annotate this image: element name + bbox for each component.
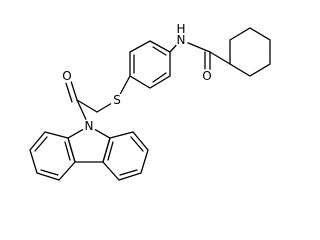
bond: [107, 141, 114, 161]
bond: [209, 51, 231, 65]
atom-label: N: [177, 33, 186, 47]
atom-label: O: [62, 69, 71, 83]
bond: [64, 141, 71, 161]
benzene-ring: [129, 40, 171, 89]
label-bg: [110, 93, 124, 107]
bonds: [29, 27, 271, 181]
bond: [119, 169, 138, 176]
label-bg: [174, 33, 188, 47]
pyrrole-ring: [67, 125, 111, 163]
atom-labels: N H O S O N: [60, 22, 214, 133]
bond: [152, 72, 167, 83]
atom-label: N: [85, 119, 94, 133]
benzo-ring-right: [102, 131, 149, 181]
bond: [40, 169, 59, 176]
benzo-ring-left: [29, 131, 76, 181]
cyclohexane-ring: [229, 27, 271, 77]
bond: [130, 136, 144, 152]
label-bg: [200, 69, 214, 83]
molecule-diagram: N H O S O N: [29, 22, 271, 181]
bond: [69, 77, 78, 101]
atom-label: S: [113, 93, 121, 107]
page: N H O S O N (() => { const data = JSON.p…: [29, 22, 271, 181]
bond: [76, 99, 98, 113]
bond: [152, 46, 167, 56]
label-bg: [82, 119, 96, 133]
bond: [34, 136, 48, 152]
label-bg: [60, 69, 74, 83]
atom-label: H: [176, 22, 185, 36]
bond: [64, 79, 73, 103]
atom-label: O: [202, 69, 211, 83]
